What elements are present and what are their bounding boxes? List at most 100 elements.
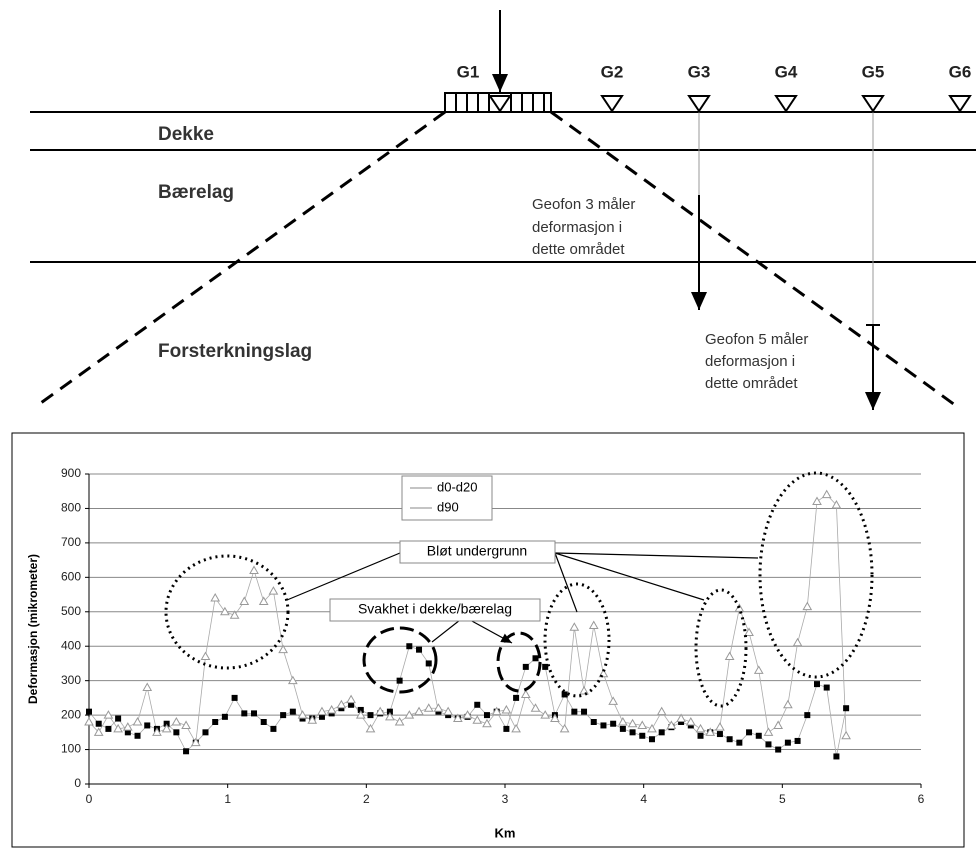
y-tick-label: 700 [61,535,81,549]
point [571,709,577,715]
page: {"diagram": { "geophones": ["G1", "G2", … [0,0,976,850]
point [270,726,276,732]
point [202,729,208,735]
layer-label: Forsterkningslag [158,341,312,362]
point [135,733,141,739]
note: Geofon 3 måler [532,196,635,213]
note: Geofon 5 måler [705,331,808,348]
geophone-label: G2 [601,62,624,81]
layer-label: Bærelag [158,182,234,203]
point [232,695,238,701]
point [659,729,665,735]
point [474,702,480,708]
point [183,748,189,754]
point [814,681,820,687]
point [833,753,839,759]
point [824,685,830,691]
point [241,710,247,716]
note: dette området [532,241,625,258]
point [581,709,587,715]
y-tick-label: 900 [61,466,81,480]
note: deformasjon i [705,353,795,370]
point [86,709,92,715]
y-tick-label: 100 [61,742,81,756]
point [630,729,636,735]
x-tick-label: 1 [224,792,231,806]
point [523,664,529,670]
x-tick-label: 2 [363,792,370,806]
point [280,712,286,718]
point [843,705,849,711]
point [610,721,616,727]
annotation-label: Bløt undergrunn [427,543,527,559]
point [765,741,771,747]
point [503,726,509,732]
x-tick-label: 0 [86,792,93,806]
geophone [689,96,709,111]
geophone [776,96,796,111]
point [639,733,645,739]
y-tick-label: 600 [61,570,81,584]
point [261,719,267,725]
point [426,660,432,666]
point [96,721,102,727]
point [212,719,218,725]
x-tick-label: 5 [779,792,786,806]
point [649,736,655,742]
y-tick-label: 500 [61,604,81,618]
y-tick-label: 300 [61,673,81,687]
point [105,726,111,732]
point [736,740,742,746]
x-tick-label: 4 [640,792,647,806]
point [746,729,752,735]
point [484,712,490,718]
point [717,731,723,737]
geophone [863,96,883,111]
y-tick-label: 800 [61,501,81,515]
y-tick-label: 0 [74,776,81,790]
geophone-label: G5 [862,62,885,81]
point [591,719,597,725]
x-tick-label: 3 [502,792,509,806]
point [251,710,257,716]
y-axis-title: Deformasjon (mikrometer) [26,554,40,704]
point [600,722,606,728]
point [533,655,539,661]
point [416,647,422,653]
point [367,712,373,718]
x-tick-label: 6 [918,792,925,806]
point [513,695,519,701]
annotation-label: Svakhet i dekke/bærelag [358,601,512,617]
point [727,736,733,742]
point [144,722,150,728]
point [698,733,704,739]
legend-label: d90 [437,499,459,514]
point [785,740,791,746]
note: dette området [705,375,798,392]
point [397,678,403,684]
geophone [950,96,970,111]
point [562,691,568,697]
point [775,747,781,753]
point [795,738,801,744]
note: deformasjon i [532,219,622,236]
point [222,714,228,720]
geophone-label: G4 [775,62,798,81]
point [115,716,121,722]
legend-label: d0-d20 [437,479,477,494]
point [620,726,626,732]
geophone-label: G6 [949,62,972,81]
geophone-label: G1 [457,62,480,81]
point [804,712,810,718]
point [173,729,179,735]
geophone-label: G3 [688,62,711,81]
geophone [602,96,622,111]
y-tick-label: 200 [61,707,81,721]
y-tick-label: 400 [61,638,81,652]
point [290,709,296,715]
point [756,733,762,739]
figure: G1 G2 G3 G4 G5 G6 Dekke Bærelag Forsterknings… [0,0,976,850]
x-axis-title: Km [495,825,516,840]
layer-label: Dekke [158,124,214,145]
point [406,643,412,649]
